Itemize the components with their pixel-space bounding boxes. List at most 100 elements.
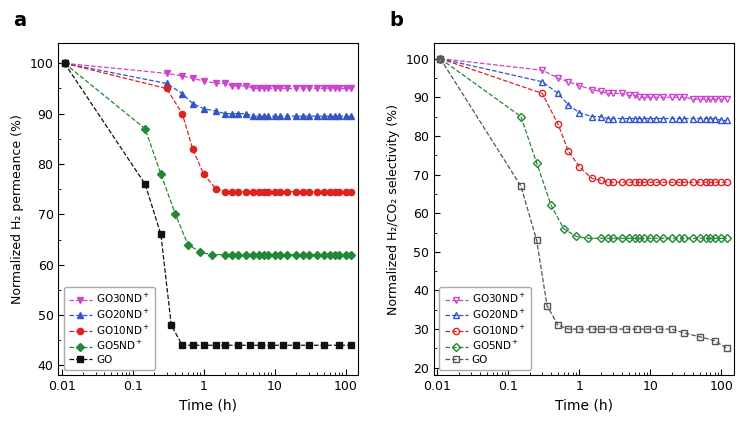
GO20ND$^+$ bbox=[270, 114, 279, 119]
Line: GO: GO bbox=[61, 60, 354, 349]
GO5ND$^+$ bbox=[674, 236, 683, 241]
GO5ND$^+$ bbox=[141, 126, 150, 131]
GO5ND$^+$ bbox=[334, 252, 343, 257]
GO10ND$^+$ bbox=[212, 187, 221, 192]
GO5ND$^+$ bbox=[668, 236, 677, 241]
GO10ND$^+$ bbox=[60, 61, 69, 66]
Line: GO20ND$^+$: GO20ND$^+$ bbox=[61, 60, 354, 119]
GO bbox=[643, 326, 652, 332]
GO5ND$^+$ bbox=[571, 234, 580, 239]
GO bbox=[278, 343, 287, 348]
GO20ND$^+$ bbox=[596, 114, 605, 119]
GO20ND$^+$ bbox=[651, 116, 660, 121]
GO10ND$^+$ bbox=[680, 180, 689, 185]
GO5ND$^+$ bbox=[560, 226, 568, 231]
GO30ND$^+$ bbox=[304, 86, 313, 91]
GO bbox=[157, 232, 166, 237]
GO30ND$^+$ bbox=[313, 86, 322, 91]
GO bbox=[587, 326, 596, 332]
GO10ND$^+$ bbox=[276, 189, 285, 194]
GO20ND$^+$ bbox=[283, 114, 292, 119]
Line: GO30ND$^+$: GO30ND$^+$ bbox=[61, 60, 354, 92]
GO20ND$^+$ bbox=[60, 61, 69, 66]
GO30ND$^+$ bbox=[564, 79, 573, 84]
GO30ND$^+$ bbox=[706, 97, 715, 102]
Line: GO: GO bbox=[437, 56, 730, 351]
GO20ND$^+$ bbox=[618, 116, 627, 121]
GO bbox=[304, 343, 313, 348]
GO bbox=[60, 61, 69, 66]
GO5ND$^+$ bbox=[723, 236, 732, 241]
GO10ND$^+$ bbox=[635, 180, 644, 185]
GO10ND$^+$ bbox=[325, 189, 334, 194]
GO10ND$^+$ bbox=[292, 189, 301, 194]
GO30ND$^+$ bbox=[233, 84, 242, 89]
GO20ND$^+$ bbox=[587, 114, 596, 119]
GO30ND$^+$ bbox=[334, 86, 343, 91]
GO10ND$^+$ bbox=[199, 172, 208, 177]
GO10ND$^+$ bbox=[248, 189, 257, 194]
GO30ND$^+$ bbox=[701, 97, 710, 102]
GO bbox=[633, 326, 642, 332]
GO5ND$^+$ bbox=[651, 236, 660, 241]
GO5ND$^+$ bbox=[221, 252, 230, 257]
Y-axis label: Normalized H₂ permeance (%): Normalized H₂ permeance (%) bbox=[11, 114, 24, 304]
GO bbox=[564, 326, 573, 332]
GO bbox=[542, 304, 551, 309]
GO10ND$^+$ bbox=[313, 189, 322, 194]
GO20ND$^+$ bbox=[330, 114, 339, 119]
GO10ND$^+$ bbox=[575, 164, 584, 169]
GO5ND$^+$ bbox=[283, 252, 292, 257]
GO10ND$^+$ bbox=[710, 180, 719, 185]
GO10ND$^+$ bbox=[659, 180, 668, 185]
GO20ND$^+$ bbox=[276, 114, 285, 119]
GO30ND$^+$ bbox=[298, 86, 307, 91]
GO20ND$^+$ bbox=[248, 114, 257, 119]
GO30ND$^+$ bbox=[575, 83, 584, 88]
GO bbox=[267, 343, 276, 348]
GO bbox=[654, 326, 663, 332]
GO10ND$^+$ bbox=[695, 180, 704, 185]
GO10ND$^+$ bbox=[320, 189, 329, 194]
GO10ND$^+$ bbox=[270, 189, 279, 194]
GO30ND$^+$ bbox=[674, 95, 683, 100]
GO5ND$^+$ bbox=[259, 252, 268, 257]
GO20ND$^+$ bbox=[304, 114, 313, 119]
Line: GO10ND$^+$: GO10ND$^+$ bbox=[437, 56, 730, 185]
GO10ND$^+$ bbox=[304, 189, 313, 194]
GO30ND$^+$ bbox=[276, 86, 285, 91]
GO20ND$^+$ bbox=[313, 114, 322, 119]
GO30ND$^+$ bbox=[330, 86, 339, 91]
GO5ND$^+$ bbox=[680, 236, 689, 241]
GO5ND$^+$ bbox=[171, 212, 180, 217]
GO20ND$^+$ bbox=[668, 116, 677, 121]
GO20ND$^+$ bbox=[635, 116, 644, 121]
GO20ND$^+$ bbox=[723, 118, 732, 123]
GO5ND$^+$ bbox=[635, 236, 644, 241]
GO5ND$^+$ bbox=[184, 242, 192, 247]
GO10ND$^+$ bbox=[646, 180, 655, 185]
GO20ND$^+$ bbox=[263, 114, 272, 119]
GO5ND$^+$ bbox=[609, 236, 618, 241]
GO bbox=[621, 326, 630, 332]
GO10ND$^+$ bbox=[162, 86, 171, 91]
GO10ND$^+$ bbox=[701, 180, 710, 185]
GO30ND$^+$ bbox=[341, 86, 350, 91]
GO5ND$^+$ bbox=[254, 252, 263, 257]
GO10ND$^+$ bbox=[178, 111, 186, 116]
GO10ND$^+$ bbox=[674, 180, 683, 185]
GO5ND$^+$ bbox=[583, 236, 592, 241]
GO20ND$^+$ bbox=[695, 116, 704, 121]
GO10ND$^+$ bbox=[334, 189, 343, 194]
GO bbox=[668, 326, 677, 332]
GO20ND$^+$ bbox=[575, 110, 584, 115]
GO5ND$^+$ bbox=[630, 236, 639, 241]
GO bbox=[292, 343, 301, 348]
GO5ND$^+$ bbox=[207, 252, 216, 257]
GO30ND$^+$ bbox=[283, 86, 292, 91]
GO10ND$^+$ bbox=[188, 146, 197, 151]
GO20ND$^+$ bbox=[178, 91, 186, 96]
GO20ND$^+$ bbox=[233, 111, 242, 116]
GO30ND$^+$ bbox=[538, 68, 547, 73]
GO bbox=[680, 330, 689, 335]
